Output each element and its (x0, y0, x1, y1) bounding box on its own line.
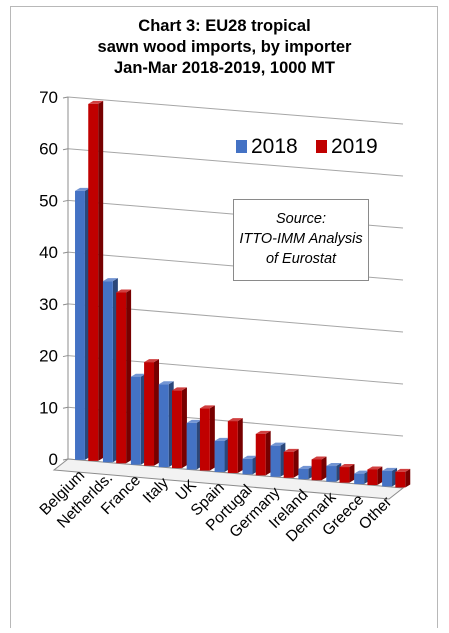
y-tick-label: 0 (49, 450, 58, 469)
legend-item-2019: 2019 (316, 135, 378, 158)
bar-2019-ireland (311, 456, 327, 481)
y-tick-mark (62, 355, 69, 358)
axes (52, 96, 405, 500)
bars (75, 100, 411, 488)
legend-label: 2019 (331, 135, 378, 158)
bar-2019-portugal (255, 430, 271, 476)
chart-title: Chart 3: EU28 tropical sawn wood imports… (0, 16, 449, 79)
chart-title-line-3: Jan-Mar 2018-2019, 1000 MT (113, 59, 336, 77)
bar-2019-france (144, 359, 160, 466)
bar-2018-ireland (298, 465, 314, 480)
source-line-2: ITTO-IMM Analysis (239, 231, 363, 247)
chart-title-line-1: Chart 3: EU28 tropical (138, 17, 311, 35)
chart-floor (52, 458, 405, 500)
legend-swatch (316, 140, 327, 153)
y-tick-label: 50 (39, 191, 58, 210)
y-tick-mark (62, 303, 69, 306)
y-tick-mark (62, 251, 69, 254)
bar-2019-belgium (88, 100, 104, 461)
y-axis-ticks: 0 10 20 30 40 50 60 70 (39, 88, 58, 469)
bar-2019-germany (283, 448, 299, 478)
bar-2019-spain (227, 418, 243, 473)
legend-label: 2018 (251, 135, 298, 158)
bar-2019-italy (172, 387, 187, 469)
bar-2019-netherlds- (116, 289, 132, 464)
bar-2018-spain (214, 437, 230, 472)
source-line-1: Source: (276, 211, 326, 227)
grid-lines (67, 96, 404, 489)
legend: 2018 2019 (236, 135, 378, 158)
bar-2019-greece (367, 466, 383, 486)
y-tick-mark (62, 199, 69, 202)
y-tick-label: 30 (39, 295, 58, 314)
bar-2018-france (130, 373, 146, 465)
bar-2019-other (395, 468, 411, 488)
legend-swatch (236, 140, 247, 153)
bar-2018-denmark (326, 463, 342, 482)
bar-2018-uk (186, 419, 202, 470)
bar-2019-denmark (339, 464, 355, 483)
chart-frame (10, 6, 438, 628)
y-tick-label: 70 (39, 88, 58, 107)
source-line-3: of Eurostat (265, 251, 337, 267)
y-tick-label: 60 (39, 140, 58, 159)
y-tick-mark (62, 96, 69, 99)
y-tick-mark (62, 148, 69, 151)
bar-2018-greece (354, 470, 370, 485)
legend-item-2018: 2018 (236, 135, 298, 158)
bar-2018-other (382, 467, 398, 487)
chart-title-line-2: sawn wood imports, by importer (97, 38, 352, 56)
bar-2018-belgium (75, 187, 90, 460)
bar-2019-uk (199, 405, 215, 471)
y-tick-mark (62, 406, 69, 409)
bar-2018-portugal (242, 455, 258, 475)
bar-2018-germany (270, 442, 286, 477)
gridline (67, 96, 404, 125)
y-tick-label: 10 (39, 398, 58, 417)
source-annotation: Source: ITTO-IMM Analysis of Eurostat (233, 199, 369, 281)
bar-2018-italy (158, 381, 174, 468)
y-tick-label: 40 (39, 243, 58, 262)
y-tick-label: 20 (39, 347, 58, 366)
gridline (67, 148, 404, 177)
bar-2018-netherlds- (102, 278, 118, 463)
